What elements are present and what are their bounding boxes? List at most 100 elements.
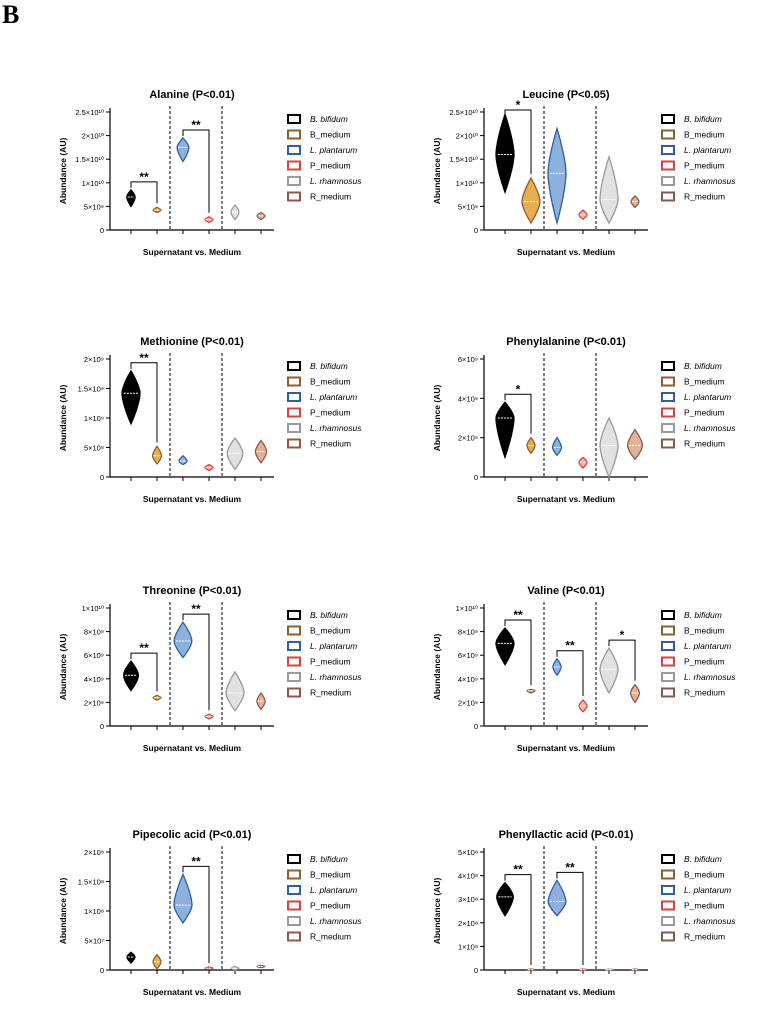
y-tick-label: 6×10⁹: [84, 651, 104, 660]
y-tick-label: 6×10⁹: [458, 355, 478, 364]
legend-swatch-b-medium: [661, 625, 675, 636]
violin-l-plantarum: [551, 436, 563, 457]
chart-phenyllactic-acid: Phenyllactic acid (P<0.01) 0 1×10⁸ 2×10⁸ 3×1…: [432, 829, 736, 997]
legend-swatch-l-plantarum: [287, 885, 301, 895]
y-tick-label: 5×10⁷: [84, 937, 104, 946]
legend-swatch-r-medium: [661, 191, 675, 202]
y-tick-label: 4×10⁹: [458, 394, 478, 403]
significance-bracket: [504, 874, 532, 966]
legend-label-p-medium: P_medium: [310, 161, 351, 171]
chart-panel-alanine: Alanine (P<0.01) 0 5×10⁹ 1×10¹⁰ 1.5×10¹⁰ 2×10…: [28, 80, 388, 280]
legend-label-r-medium: R_medium: [684, 439, 725, 449]
significance-label: **: [513, 863, 523, 877]
y-tick-label: 2.5×10¹⁰: [75, 108, 104, 117]
significance-label: **: [565, 639, 575, 653]
legend-label-b-bifidum: B. bifidum: [684, 610, 722, 620]
violin-b-bifidum: [121, 369, 141, 426]
legend-swatch-l-rhamnosus: [661, 916, 675, 926]
legend-swatch-b-medium: [661, 129, 675, 140]
legend-label-r-medium: R_medium: [684, 192, 725, 202]
violin-l-rhamnosus: [599, 154, 619, 225]
violin-l-plantarum: [547, 879, 567, 917]
legend-swatch-r-medium: [287, 438, 301, 449]
legend-label-l-rhamnosus: L. rhamnosus: [684, 916, 736, 926]
chart-panel-pipecolic-acid: Pipecolic acid (P<0.01) 0 5×10⁷ 1×10⁸ 1.5×10…: [28, 820, 388, 1020]
y-tick-label: 1.5×10¹⁰: [75, 155, 104, 164]
violin-l-plantarum: [173, 872, 193, 924]
significance-bracket: [504, 109, 532, 175]
figure-label: B: [2, 0, 20, 29]
legend-label-l-rhamnosus: L. rhamnosus: [684, 176, 736, 186]
legend-swatch-l-plantarum: [287, 392, 301, 402]
y-tick-label: 2×10¹⁰: [82, 132, 104, 141]
legend-swatch-r-medium: [287, 931, 301, 942]
y-axis-label: Abundance (AU): [432, 138, 442, 205]
legend-label-b-medium: B_medium: [310, 626, 351, 636]
legend-label-b-bifidum: B. bifidum: [310, 361, 348, 371]
legend-swatch-p-medium: [287, 900, 301, 911]
legend-label-b-bifidum: B. bifidum: [310, 854, 348, 864]
legend-label-b-medium: B_medium: [684, 626, 725, 636]
significance-bracket: [182, 865, 210, 964]
legend-label-b-medium: B_medium: [684, 377, 725, 387]
legend-swatch-r-medium: [287, 191, 301, 202]
y-tick-label: 4×10⁹: [458, 675, 478, 684]
legend-label-b-bifidum: B. bifidum: [684, 854, 722, 864]
violin-l-rhamnosus: [225, 670, 245, 712]
legend-label-l-plantarum: L. plantarum: [310, 885, 357, 895]
legend-label-l-plantarum: L. plantarum: [684, 885, 731, 895]
y-tick-label: 0: [474, 473, 478, 482]
significance-label: **: [191, 854, 201, 868]
y-tick-label: 0: [100, 226, 104, 235]
legend-swatch-r-medium: [661, 438, 675, 449]
x-axis-label: Supernatant vs. Medium: [143, 987, 242, 997]
chart-threonine: Threonine (P<0.01) 0 2×10⁹ 4×10⁹ 6×10⁹ 8×10⁹ 1…: [58, 585, 362, 753]
legend-label-p-medium: P_medium: [310, 901, 351, 911]
legend-swatch-l-plantarum: [287, 145, 301, 155]
chart-title: Methionine (P<0.01): [140, 336, 244, 348]
legend-label-p-medium: P_medium: [310, 408, 351, 418]
y-tick-label: 1×10¹⁰: [82, 179, 104, 188]
x-axis-label: Supernatant vs. Medium: [517, 247, 616, 257]
chart-panel-valine: Valine (P<0.01) 0 2×10⁹ 4×10⁹ 6×10⁹ 8×10⁹ 1×10…: [402, 576, 762, 776]
legend-swatch-r-medium: [661, 687, 675, 698]
chart-valine: Valine (P<0.01) 0 2×10⁹ 4×10⁹ 6×10⁹ 8×10⁹ 1×10…: [432, 585, 736, 753]
significance-bracket: [130, 652, 158, 692]
x-axis-label: Supernatant vs. Medium: [517, 743, 616, 753]
violin-l-plantarum: [176, 137, 190, 163]
chart-panel-threonine: Threonine (P<0.01) 0 2×10⁹ 4×10⁹ 6×10⁹ 8×10⁹ 1…: [28, 576, 388, 776]
legend-swatch-p-medium: [661, 160, 675, 171]
y-tick-label: 0: [474, 966, 478, 975]
significance-label: **: [191, 602, 201, 616]
legend-swatch-b-bifidum: [287, 854, 301, 864]
violin-b-bifidum: [496, 881, 514, 917]
legend-swatch-p-medium: [661, 656, 675, 667]
significance-label: *: [620, 628, 625, 642]
y-tick-label: 0: [474, 226, 478, 235]
legend-label-l-plantarum: L. plantarum: [684, 392, 731, 402]
y-tick-label: 2×10⁹: [84, 698, 104, 707]
y-tick-label: 8×10⁹: [458, 628, 478, 637]
significance-label: **: [191, 118, 201, 132]
violin-b-bifidum: [495, 112, 515, 195]
y-tick-label: 1.5×10⁹: [78, 385, 104, 394]
legend-label-p-medium: P_medium: [684, 901, 725, 911]
y-axis-label: Abundance (AU): [432, 878, 442, 945]
y-tick-label: 2×10⁸: [458, 919, 478, 928]
y-axis-label: Abundance (AU): [58, 385, 68, 452]
legend-swatch-l-rhamnosus: [287, 176, 301, 186]
y-tick-label: 0: [100, 966, 104, 975]
significance-bracket: [182, 613, 210, 711]
y-tick-label: 2×10¹⁰: [456, 132, 478, 141]
legend-label-r-medium: R_medium: [310, 439, 351, 449]
violin-b-bifidum: [122, 660, 140, 692]
chart-panel-phenyllactic-acid: Phenyllactic acid (P<0.01) 0 1×10⁸ 2×10⁸ 3×1…: [402, 820, 762, 1020]
y-tick-label: 0: [474, 722, 478, 731]
legend-label-l-plantarum: L. plantarum: [310, 641, 357, 651]
y-tick-label: 0: [100, 722, 104, 731]
significance-label: *: [516, 382, 521, 396]
y-tick-label: 4×10⁸: [458, 872, 478, 881]
y-tick-label: 1×10¹⁰: [456, 179, 478, 188]
legend-label-l-rhamnosus: L. rhamnosus: [310, 423, 362, 433]
legend-swatch-p-medium: [287, 160, 301, 171]
